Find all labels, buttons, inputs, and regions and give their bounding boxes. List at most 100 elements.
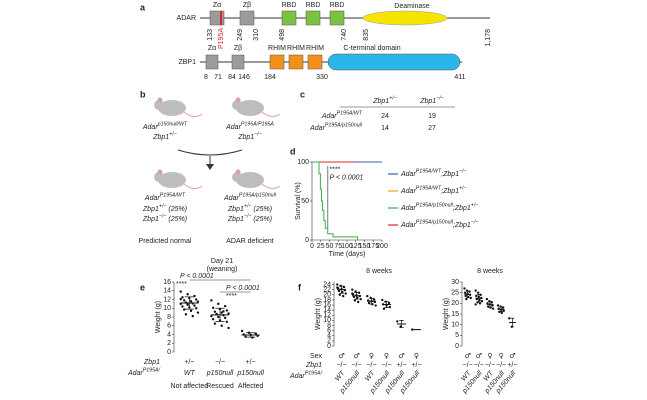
group-label: WT (334, 369, 347, 382)
domain-box (307, 54, 323, 70)
data-point (225, 309, 229, 312)
data-point (213, 322, 217, 325)
data-point (186, 293, 189, 296)
y-tick-label: 50 (301, 198, 309, 205)
y-tick-label: 15 (451, 311, 459, 318)
text-part: Zbp1 (142, 216, 159, 223)
data-point (474, 289, 477, 292)
error-bar (369, 298, 374, 305)
sex-symbol: ♂ (398, 352, 404, 360)
superscript: P195A/WT (416, 186, 442, 192)
table-cell: 27 (428, 125, 436, 132)
p-value: P < 0.0001 (330, 174, 364, 181)
group-label: +/− (411, 362, 421, 369)
y-tick-label: 18 (323, 297, 331, 304)
domain-label: Deaminase (394, 3, 430, 10)
data-point (468, 290, 471, 293)
group-label: WT (184, 370, 196, 377)
error-bar (465, 290, 470, 298)
domain-label: RHIM (268, 45, 286, 52)
data-point (359, 297, 362, 301)
data-point (220, 311, 223, 314)
column-header: Zbp1+/− (372, 96, 397, 105)
p-value: P < 0.0001 (226, 285, 260, 292)
y-tick-label: 25 (451, 290, 459, 297)
chart-title: Day 21 (211, 258, 233, 265)
survival-curve (312, 161, 358, 240)
panel-label: f (298, 282, 302, 292)
domain-label: Zα (213, 2, 221, 9)
data-point (496, 304, 500, 307)
text-part: ;Zbp1 (453, 222, 471, 229)
mouse-tail (183, 183, 203, 190)
mouse-ear (157, 97, 163, 103)
data-point (387, 301, 391, 305)
data-point (196, 311, 200, 314)
group-label: −/− (366, 362, 376, 369)
outcome-label: Not affected (171, 383, 209, 390)
chart-title: 8 weeks (477, 268, 503, 275)
data-point (179, 297, 182, 301)
text-part: Adar (321, 113, 337, 120)
data-point (502, 309, 505, 312)
data-point (193, 304, 196, 307)
cross-arc (177, 149, 243, 156)
group-label: −/− (381, 362, 391, 369)
sex-symbol: ♀ (369, 352, 374, 360)
data-point (211, 317, 215, 321)
domain-label: RBD (330, 2, 345, 9)
row-header: AdarP195A/WT (321, 111, 363, 120)
y-tick-label: 10 (451, 322, 459, 329)
chart-subtitle: (weaning) (207, 266, 238, 273)
sex-symbol: ♂ (338, 352, 344, 360)
data-point (223, 316, 227, 320)
data-point (478, 302, 482, 305)
position-label: 184 (264, 74, 276, 81)
superscript: +/− (471, 203, 479, 209)
domain-box (281, 10, 297, 26)
position-label: 498 (279, 29, 286, 41)
x-tick-label: 200 (376, 243, 388, 250)
y-tick-label: 2 (327, 338, 331, 345)
position-label: 835 (363, 29, 370, 41)
data-point (351, 288, 354, 291)
mutation-mark (220, 11, 222, 25)
group-label: −/− (463, 362, 473, 369)
domain-label: RBD (282, 2, 297, 9)
data-point (372, 298, 376, 301)
table-cell: 19 (428, 113, 436, 120)
outcome-label: Predicted normal (139, 238, 192, 245)
row-label: Zbp1 (305, 362, 322, 369)
legend-entry: AdarP195A/p150null;Zbp1+/− (400, 203, 478, 212)
data-point (225, 320, 229, 324)
row-label: Zbp1 (143, 359, 160, 366)
data-point (222, 310, 225, 313)
domain-box (329, 10, 345, 26)
data-point (463, 287, 466, 290)
superscript: P195A/p150null (325, 123, 363, 129)
domain-ellipse (362, 10, 448, 26)
text-part: Adar (400, 188, 416, 195)
mutation-label: P195A (218, 28, 225, 49)
text-part: Adar (289, 373, 305, 380)
y-axis-label: Weight (g) (443, 298, 450, 330)
text-part: Zbp1 (419, 98, 436, 105)
column-header: Zbp1−/− (419, 96, 444, 105)
data-point (240, 329, 244, 333)
data-point (342, 285, 346, 289)
genotype: AdarP195A/p150null (223, 193, 277, 202)
superscript: P195A/p150null (239, 193, 277, 199)
data-point (480, 300, 484, 303)
data-point (366, 294, 369, 298)
data-point (251, 336, 254, 339)
mouse-ear (157, 169, 163, 175)
error-bar (339, 285, 344, 294)
group-label: p150null (236, 370, 264, 377)
data-point (474, 303, 477, 306)
genotype: Zbp1+/− (25%) (227, 204, 272, 213)
text-part: Zbp1 (372, 98, 389, 105)
x-tick-label: 100 (341, 243, 353, 250)
y-tick-label: 30 (451, 279, 459, 286)
data-point (227, 312, 230, 315)
sex-symbol: ♀ (487, 352, 492, 360)
